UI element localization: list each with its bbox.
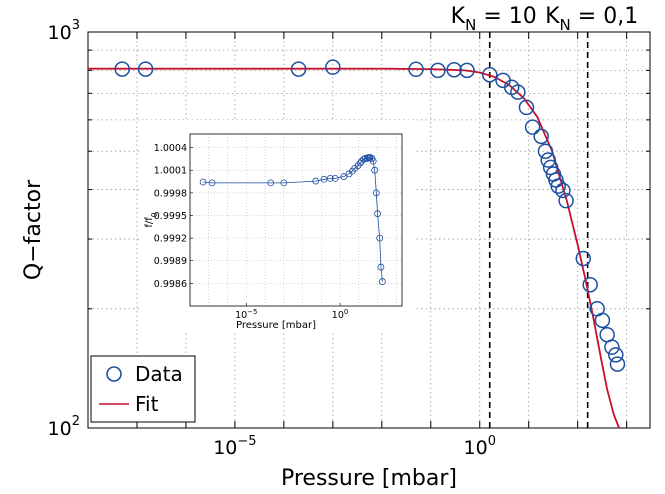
inset-data-point: [378, 278, 386, 285]
data-point: [114, 61, 130, 77]
legend-data-label: Data: [135, 362, 183, 386]
data-point: [582, 277, 598, 293]
data-point: [608, 347, 624, 363]
data-point: [495, 72, 511, 89]
knudsen-label-sub: N: [465, 16, 476, 34]
y-tick-exponent: 2: [72, 414, 80, 429]
knudsen-label-value: = 10: [476, 4, 536, 29]
data-point: [290, 61, 307, 77]
inset-y-axis-title-sub: 0: [150, 212, 159, 217]
data-point: [325, 59, 341, 75]
data-point: [537, 143, 554, 159]
inset-y-axis-title-main: f/f: [144, 217, 155, 228]
data-point: [524, 119, 541, 135]
inset-x-tick-base: 10: [235, 310, 247, 321]
data-point: [555, 182, 571, 199]
inset-x-axis-title: Pressure [mbar]: [236, 320, 316, 331]
inset-data-point: [376, 234, 384, 242]
inset-background: [140, 120, 415, 332]
inset-data-point: [361, 155, 369, 162]
data-point: [510, 84, 526, 100]
knudsen-lines: KN = 10 KN = 0,1: [451, 4, 638, 428]
inset-data-point: [280, 179, 288, 187]
x-tick-base: 10: [213, 437, 237, 459]
inset-y-tick-label: 0.9986: [154, 279, 187, 290]
inset-data-point: [208, 179, 216, 187]
data-point: [558, 192, 574, 209]
knudsen-label: KN = 0,1: [545, 4, 638, 34]
inset-data-point: [331, 174, 339, 182]
data-point: [540, 152, 556, 168]
legend-data-marker: [106, 366, 122, 382]
data-point: [459, 62, 475, 79]
data-point: [604, 339, 620, 355]
inset-y-tick-label: 1.0001: [154, 166, 187, 177]
legend-box: [90, 355, 196, 423]
y-tick-base: 10: [48, 22, 72, 44]
x-axis-title: Pressure [mbar]: [281, 466, 457, 491]
x-tick-exponent: 0: [488, 434, 496, 449]
inset-data-point: [369, 157, 377, 165]
inset-data-point: [326, 174, 334, 182]
inset-data-point: [312, 177, 320, 185]
inset-data-point: [267, 179, 275, 187]
main-series: [88, 59, 626, 429]
data-point: [594, 312, 611, 329]
data-point: [137, 61, 154, 77]
inset-x-tick-label: 10−5: [235, 308, 257, 321]
y-tick-base: 10: [48, 418, 72, 440]
knudsen-label-main: K: [451, 4, 466, 29]
data-point: [430, 62, 446, 79]
inset-y-axis-title: f/f0: [144, 212, 159, 227]
x-tick-exponent: −5: [237, 434, 256, 449]
inset-data-point: [374, 210, 381, 218]
inset-y-tick-label: 0.9998: [154, 188, 187, 199]
inset-series: [199, 154, 386, 285]
main-plot-frame: [87, 31, 651, 429]
inset-chart: 1.0004 1.0001 0.9998 0.9995 0.9992 0.9989 0.99…: [140, 120, 415, 332]
x-tick-label: 10−5: [213, 434, 256, 459]
inset-y-tick-label: 1.0004: [154, 143, 187, 154]
legend-fit-label: Fit: [135, 392, 159, 416]
inset-data-point: [372, 189, 380, 197]
knudsen-label-value: = 0,1: [571, 4, 638, 29]
data-point: [481, 66, 498, 83]
x-tick-base: 10: [464, 437, 488, 459]
data-point: [609, 356, 626, 372]
x-tick-label: 100: [464, 434, 496, 459]
y-axis-title: Q−factor: [21, 179, 46, 280]
data-point: [408, 61, 424, 78]
inset-data-point: [377, 263, 385, 271]
data-point: [575, 250, 591, 267]
inset-x-tick-label: 100: [332, 308, 349, 321]
data-point: [518, 99, 535, 116]
inset-data-point: [199, 178, 207, 186]
knudsen-label-sub: N: [560, 16, 571, 34]
y-tick-exponent: 3: [72, 18, 80, 33]
legend: Data Fit: [90, 355, 196, 423]
inset-data-point: [340, 173, 348, 180]
data-point: [548, 172, 564, 188]
data-point: [533, 128, 549, 145]
y-tick-label: 102: [48, 414, 80, 440]
inset-plot-frame: [189, 133, 403, 307]
inset-ticks: 1.0004 1.0001 0.9998 0.9995 0.9992 0.9989 0.99…: [154, 143, 349, 321]
y-tick-label: 103: [48, 18, 80, 44]
inset-data-point: [371, 166, 379, 174]
inset-x-tick-base: 10: [332, 310, 344, 321]
inset-x-tick-exponent: −5: [247, 308, 257, 316]
data-point: [550, 178, 566, 194]
knudsen-label-main: K: [545, 4, 560, 29]
knudsen-label: KN = 10: [451, 4, 537, 34]
inset-grid: [189, 134, 402, 306]
data-point: [446, 61, 462, 78]
inset-y-tick-label: 0.9989: [154, 256, 187, 267]
inset-y-tick-label: 0.9995: [154, 211, 187, 222]
inset-x-tick-exponent: 0: [344, 308, 348, 316]
inset-y-tick-label: 0.9992: [154, 234, 187, 245]
